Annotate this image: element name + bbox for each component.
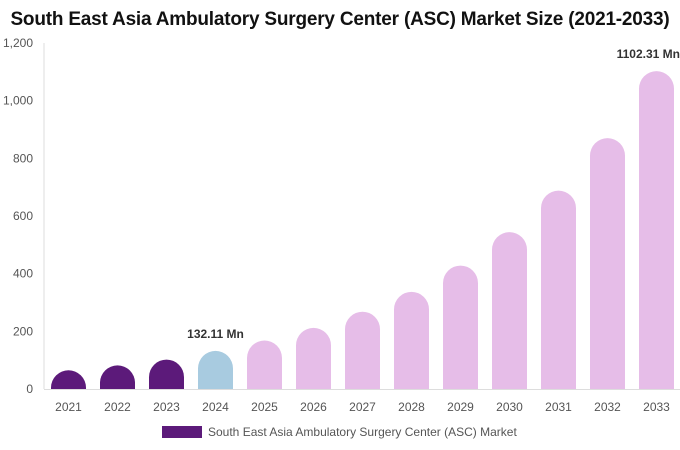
legend[interactable]: South East Asia Ambulatory Surgery Cente… bbox=[162, 425, 517, 439]
y-tick-label: 0 bbox=[26, 382, 33, 396]
bar-2027[interactable] bbox=[345, 311, 380, 389]
x-tick-label: 2026 bbox=[300, 400, 327, 414]
bar-2026[interactable] bbox=[296, 327, 331, 389]
x-tick-label: 2031 bbox=[545, 400, 572, 414]
bar-2029[interactable] bbox=[443, 265, 478, 389]
x-tick-label: 2032 bbox=[594, 400, 621, 414]
bar-2032[interactable] bbox=[590, 138, 625, 389]
bar-2023[interactable] bbox=[149, 359, 184, 389]
data-label: 132.11 Mn bbox=[187, 327, 244, 341]
y-tick-label: 600 bbox=[13, 209, 33, 223]
bar-2021[interactable] bbox=[51, 370, 86, 389]
x-tick-label: 2021 bbox=[55, 400, 82, 414]
x-tick-label: 2030 bbox=[496, 400, 523, 414]
bar-2030[interactable] bbox=[492, 232, 527, 389]
x-tick-label: 2029 bbox=[447, 400, 474, 414]
y-tick-label: 1,200 bbox=[3, 36, 33, 50]
bar-2031[interactable] bbox=[541, 190, 576, 389]
chart-title: South East Asia Ambulatory Surgery Cente… bbox=[10, 9, 670, 30]
legend-label: South East Asia Ambulatory Surgery Cente… bbox=[208, 425, 517, 439]
y-tick-label: 200 bbox=[13, 324, 33, 338]
data-label: 1102.31 Mn bbox=[617, 47, 680, 61]
bar-2033[interactable] bbox=[639, 71, 674, 389]
y-tick-label: 400 bbox=[13, 267, 33, 281]
x-tick-label: 2033 bbox=[643, 400, 670, 414]
bar-2025[interactable] bbox=[247, 340, 282, 389]
x-tick-label: 2028 bbox=[398, 400, 425, 414]
legend-swatch bbox=[162, 426, 202, 438]
x-tick-label: 2024 bbox=[202, 400, 229, 414]
x-tick-label: 2023 bbox=[153, 400, 180, 414]
y-tick-label: 800 bbox=[13, 151, 33, 165]
x-tick-label: 2027 bbox=[349, 400, 376, 414]
y-tick-label: 1,000 bbox=[3, 94, 33, 108]
x-tick-label: 2025 bbox=[251, 400, 278, 414]
bar-2024[interactable] bbox=[198, 350, 233, 389]
bar-2028[interactable] bbox=[394, 291, 429, 389]
bar-2022[interactable] bbox=[100, 365, 135, 389]
x-tick-label: 2022 bbox=[104, 400, 131, 414]
